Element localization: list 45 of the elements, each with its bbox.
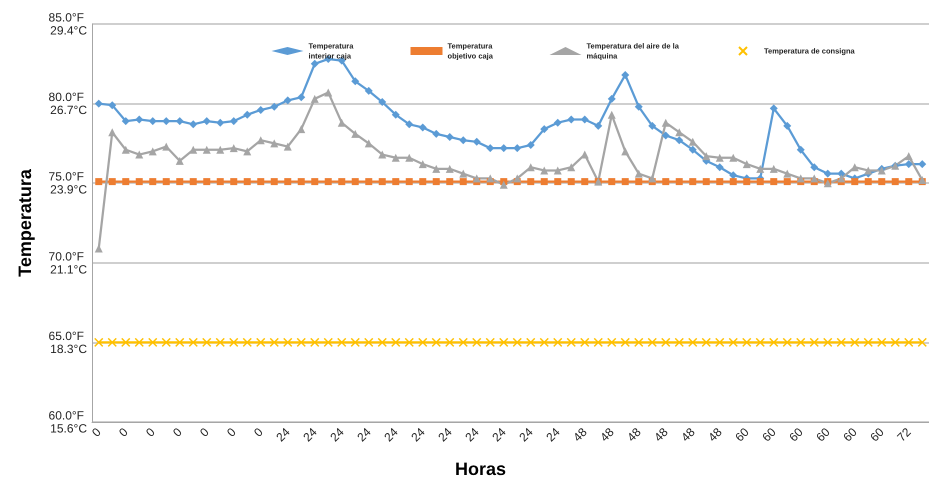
x-tick-label: 60 — [840, 424, 860, 444]
x-tick-label: 60 — [813, 424, 833, 444]
y2-tick-label: 29.4°C — [50, 24, 88, 38]
x-tick-label: 24 — [543, 424, 563, 444]
y-tick-label: 85.0°F — [48, 10, 84, 24]
x-tick-label: 24 — [327, 424, 347, 444]
x-tick-label: 60 — [759, 424, 779, 444]
x-tick-label: 48 — [678, 424, 698, 444]
x-tick-label: 72 — [894, 424, 914, 444]
x-axis-title: Horas — [454, 459, 506, 479]
x-tick-label: 48 — [624, 424, 644, 444]
y2-tick-label: 18.3°C — [50, 342, 88, 356]
x-tick-label: 48 — [651, 424, 671, 444]
x-tick-label: 24 — [489, 424, 509, 444]
y2-tick-label: 26.7°C — [50, 103, 88, 118]
x-tick-label: 48 — [597, 424, 617, 444]
x-tick-label: 0 — [116, 424, 131, 440]
y-tick-label: 70.0°F — [48, 249, 84, 264]
y2-tick-label: 15.6°C — [50, 422, 88, 436]
x-tick-label: 24 — [381, 424, 401, 444]
x-tick-label: 24 — [408, 424, 428, 444]
x-tick-label: 24 — [300, 424, 320, 444]
x-tick-label: 24 — [516, 424, 536, 444]
x-tick-label: 24 — [273, 424, 293, 444]
y-tick-label: 60.0°F — [48, 408, 84, 422]
y2-tick-label: 23.9°C — [50, 182, 88, 197]
y-tick-label: 80.0°F — [48, 90, 84, 104]
x-tick-label: 60 — [732, 424, 752, 444]
x-tick-label: 60 — [786, 424, 806, 444]
x-tick-label: 24 — [354, 424, 374, 444]
y-tick-label: 65.0°F — [48, 328, 84, 343]
x-tick-label: 48 — [570, 424, 590, 444]
x-tick-label: 60 — [867, 424, 887, 444]
x-tick-label: 0 — [143, 424, 158, 440]
x-tick-label: 24 — [435, 424, 455, 444]
x-tick-label: 0 — [224, 424, 239, 440]
y-axis-title: Temperatura — [15, 168, 35, 277]
x-tick-label: 0 — [89, 424, 104, 440]
x-tick-label: 0 — [197, 424, 212, 440]
x-tick-label: 48 — [705, 424, 725, 444]
y-tick-label: 75.0°F — [48, 170, 84, 184]
x-tick-label: 0 — [251, 424, 266, 440]
y2-tick-label: 21.1°C — [50, 262, 88, 276]
x-tick-label: 24 — [462, 424, 482, 444]
x-tick-label: 0 — [170, 424, 185, 440]
